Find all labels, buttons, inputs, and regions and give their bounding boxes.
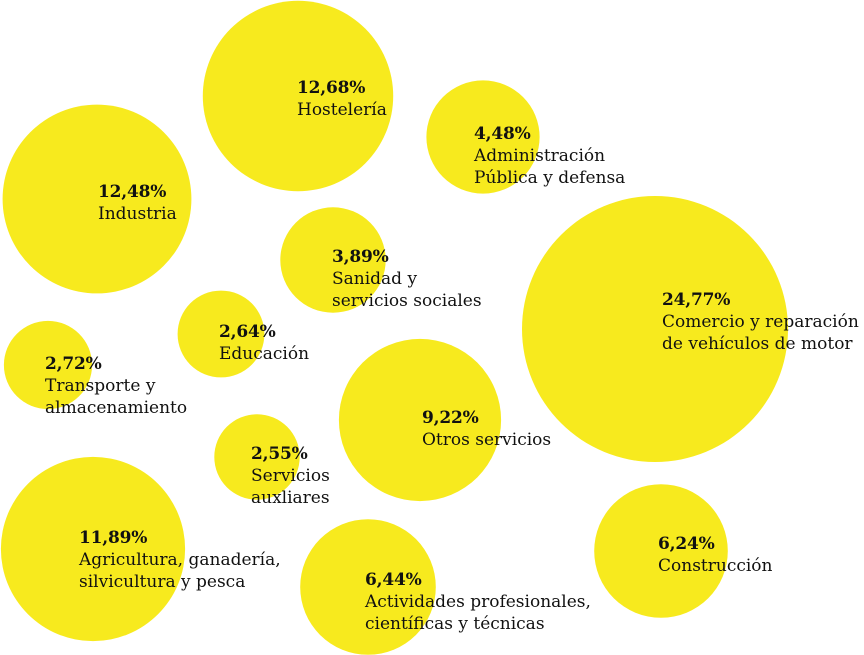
bubble-label: 12,68% Hostelería	[297, 78, 387, 121]
bubble-label: 24,77% Comercio y reparación de vehículos…	[662, 290, 859, 355]
bubble-category-label: Otros servicios	[422, 430, 552, 450]
bubble-label: 6,24% Construcción	[658, 534, 772, 577]
bubble	[522, 196, 788, 462]
bubble-value-label: 6,44%	[365, 570, 422, 590]
bubble-value-label: 9,22%	[422, 408, 479, 428]
bubble-value-label: 2,72%	[45, 354, 102, 374]
bubble-value-label: 6,24%	[658, 534, 715, 554]
bubble	[214, 414, 300, 500]
bubble	[426, 80, 540, 194]
bubble-value-label: 12,68%	[297, 78, 366, 98]
bubble-label: 4,48% Administración Pública y defensa	[474, 124, 625, 189]
bubble	[2, 104, 192, 294]
bubble-category-label: Educación	[219, 344, 310, 364]
bubble-label: 11,89% Agricultura, ganadería, silvicultu…	[79, 528, 281, 593]
bubble	[280, 207, 386, 313]
bubble-category-label: Sanidad y servicios sociales	[332, 269, 482, 311]
bubble-category-label: Construcción	[658, 556, 773, 576]
bubble	[177, 290, 265, 378]
bubble-category-label: Transporte y almacenamiento	[45, 376, 188, 418]
bubble	[338, 338, 502, 502]
bubble	[202, 0, 394, 192]
bubble-value-label: 24,77%	[662, 290, 731, 310]
bubble-category-label: Agricultura, ganadería, silvicultura y p…	[79, 550, 281, 592]
bubble-value-label: 11,89%	[79, 528, 148, 548]
bubble-label: 2,64% Educación	[219, 322, 309, 365]
bubble	[0, 456, 186, 642]
bubble-value-label: 4,48%	[474, 124, 531, 144]
bubble-value-label: 3,89%	[332, 247, 389, 267]
bubble-label: 2,72% Transporte y almacenamiento	[45, 354, 187, 419]
bubble	[300, 519, 436, 655]
bubble-label: 2,55% Servicios auxliares	[251, 444, 330, 509]
bubble-label: 9,22% Otros servicios	[422, 408, 551, 451]
bubble	[3, 320, 93, 410]
bubble-category-label: Actividades profesionales, científicas y…	[365, 592, 591, 634]
bubble-category-label: Administración Pública y defensa	[474, 146, 626, 188]
bubble-category-label: Servicios auxliares	[251, 466, 330, 508]
bubble-value-label: 12,48%	[98, 182, 167, 202]
bubble-label: 6,44% Actividades profesionales, científi…	[365, 570, 591, 635]
bubble-category-label: Comercio y reparación de vehículos de mo…	[662, 312, 859, 354]
bubble-category-label: Industria	[98, 204, 177, 224]
bubble-value-label: 2,55%	[251, 444, 308, 464]
bubble-category-label: Hostelería	[297, 100, 387, 120]
bubble-value-label: 2,64%	[219, 322, 276, 342]
bubble-label: 12,48% Industria	[98, 182, 177, 225]
bubble	[594, 484, 728, 618]
bubble-label: 3,89% Sanidad y servicios sociales	[332, 247, 482, 312]
